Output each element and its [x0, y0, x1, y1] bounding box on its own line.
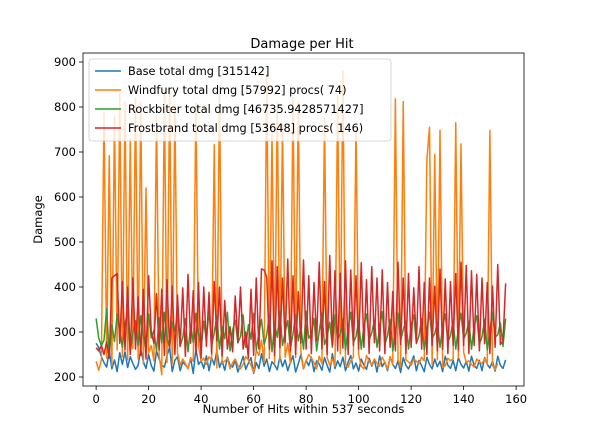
legend-label-1: Windfury total dmg [57992] procs( 74) — [128, 84, 347, 97]
x-tick-label-3: 60 — [246, 392, 261, 406]
series-line-3 — [95, 254, 507, 360]
legend: Base total dmg [315142] Windfury total dm… — [88, 58, 392, 142]
y-axis-label: Damage — [31, 195, 45, 244]
y-tick-label-6: 800 — [54, 100, 76, 114]
legend-box — [88, 58, 392, 142]
chart-title: Damage per Hit — [250, 37, 353, 52]
series-line-1 — [95, 70, 499, 376]
y-tick-label-2: 400 — [54, 280, 76, 294]
y-tick-label-1: 300 — [54, 325, 76, 339]
x-tick-label-2: 40 — [194, 392, 209, 406]
legend-label-2: Rockbiter total dmg [46735.9428571427] — [128, 103, 364, 116]
x-tick-label-6: 120 — [400, 392, 422, 406]
x-tick-label-7: 140 — [453, 392, 475, 406]
x-tick-label-5: 100 — [348, 392, 370, 406]
y-tick-label-4: 600 — [54, 190, 76, 204]
x-tick-label-8: 160 — [505, 392, 527, 406]
y-tick-label-7: 900 — [54, 55, 76, 69]
y-tick-label-5: 700 — [54, 145, 76, 159]
x-tick-label-0: 0 — [92, 392, 99, 406]
legend-label-0: Base total dmg [315142] — [128, 65, 269, 78]
x-tick-label-4: 80 — [299, 392, 314, 406]
y-tick-label-3: 500 — [54, 235, 76, 249]
legend-label-3: Frostbrand total dmg [53648] procs( 146) — [128, 122, 363, 135]
x-axis-label: Number of Hits within 537 seconds — [203, 402, 405, 416]
plot-area — [82, 52, 525, 387]
plot-frame — [82, 52, 525, 387]
y-axis: 200 300 400 500 600 700 800 900 — [54, 55, 83, 384]
x-tick-label-1: 20 — [141, 392, 156, 406]
y-tick-label-0: 200 — [54, 370, 76, 384]
series-layer — [95, 70, 507, 376]
x-axis: 0 20 40 60 80 100 120 140 160 — [92, 386, 527, 406]
